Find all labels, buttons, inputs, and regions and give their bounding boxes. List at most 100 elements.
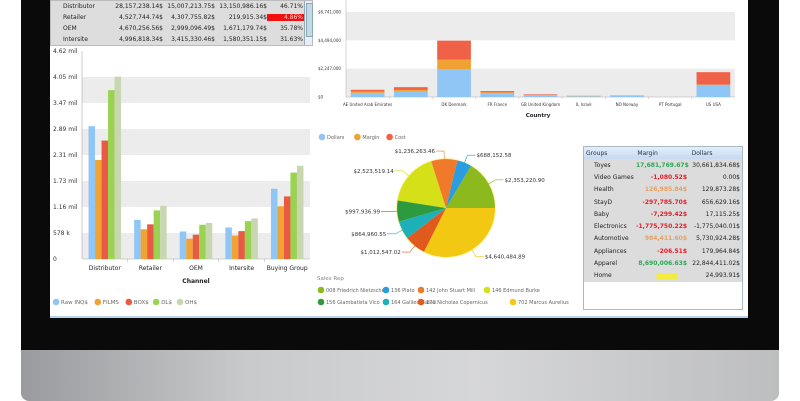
cell-cost: 15,007,213.75$	[167, 3, 215, 10]
y-tick-label: 1.73 mil	[53, 178, 78, 185]
bar	[244, 221, 252, 259]
table-row[interactable]: Health 126,985.84$ 129,873.28$	[584, 183, 742, 196]
cell-margin: -206.51$	[657, 247, 687, 255]
pie-data-label: $2,353,220.90	[505, 178, 546, 184]
bar	[238, 231, 245, 259]
cell-margin: 8,690,006.63$	[638, 260, 687, 268]
y-tick-label: $4,494,000	[318, 38, 341, 43]
x-tick-label: Intersite	[229, 265, 254, 272]
stacked-bar-segment	[393, 91, 428, 97]
bar	[225, 227, 232, 259]
cell-dollars: 24,993.91$	[705, 272, 740, 280]
stacked-bar-segment	[350, 92, 385, 97]
groups-table: Groups Margin Dollars Toyes 17,681,769.67…	[583, 146, 743, 310]
table-row[interactable]: Appliances -206.51$ 179,964.84$	[584, 245, 742, 258]
cell-group: Home	[594, 272, 612, 280]
table-row[interactable]: Intersite 4,996,818.34$ 3,415,330.46$ 1,…	[51, 34, 312, 45]
scrollbar-thumb[interactable]	[306, 3, 313, 37]
legend-swatch	[317, 298, 325, 306]
table-row[interactable]: OEM 4,670,256.56$ 2,999,096.49$ 1,671,17…	[51, 23, 312, 34]
pie-leader-line	[471, 249, 484, 257]
cell-cost: 3,415,330.46$	[171, 36, 215, 43]
pie-slice	[398, 208, 446, 239]
legend-label: DL$	[161, 300, 172, 306]
cell-group: Health	[594, 186, 614, 194]
header-dollars[interactable]: Dollars	[691, 149, 713, 157]
pie-leader-line	[401, 245, 416, 253]
table-scrollbar[interactable]	[304, 1, 313, 45]
table-row[interactable]: Toyes 17,681,769.67$ 30,661,834.68$	[584, 159, 742, 172]
stacked-bar-segment	[696, 72, 731, 85]
y-tick-label: 0	[53, 256, 57, 263]
y-tick-label: 578 k	[53, 230, 70, 237]
cell-group: Video Games	[594, 173, 634, 181]
cell-dollars: 4,996,818.34$	[119, 36, 163, 43]
cell-dollars: 179,964.84$	[701, 247, 740, 255]
table-row[interactable]: Electronics -1,775,750.22$ -1,775,040.01$	[584, 220, 742, 233]
bar	[134, 219, 141, 259]
cell-channel: Distributor	[63, 3, 96, 10]
legend-label: 156 Giambatista Vico	[326, 300, 380, 306]
y-tick-label: 2.31 mil	[53, 152, 78, 159]
legend-swatch	[94, 298, 102, 306]
x-tick-label: NO Norway	[616, 102, 639, 107]
cell-dollars: -1,775,040.01$	[693, 223, 740, 231]
legend-swatch	[52, 298, 60, 306]
header-groups[interactable]: Groups	[586, 149, 608, 157]
cell-dollars: 4,527,744.74$	[119, 14, 163, 21]
y-tick-label: $6,741,000	[318, 10, 341, 15]
legend-swatch	[417, 298, 425, 306]
bar	[95, 159, 102, 259]
legend-label: BOX$	[134, 300, 149, 306]
y-tick-label: 1.16 mil	[53, 204, 78, 211]
x-tick-label: AE United Arab Emirates	[343, 102, 392, 107]
table-row[interactable]: Retailer 4,527,744.74$ 4,307,755.82$ 219…	[51, 12, 312, 23]
legend-label: Margin	[362, 135, 379, 141]
table-row[interactable]: Apparel 8,690,006.63$ 22,844,411.02$	[584, 257, 742, 270]
y-tick-label: $0	[318, 95, 324, 100]
cell-cost: 4,307,755.82$	[171, 14, 215, 21]
x-tick-label: DK Denmark	[441, 102, 467, 107]
x-tick-label: FR France	[487, 102, 507, 107]
legend-label: 702 Marcus Aurelius	[518, 300, 569, 306]
stacked-bar-segment	[350, 89, 385, 92]
legend-title: Sales Rep	[317, 276, 344, 282]
bar	[277, 206, 284, 259]
table-row[interactable]: StayD -297,785.70$ 656,629.16$	[584, 195, 742, 209]
stacked-bar-segment	[480, 93, 515, 97]
legend-swatch	[382, 286, 390, 294]
cell-margin: 1,671,179.74$	[223, 25, 267, 32]
cell-margin	[636, 272, 687, 279]
table-row[interactable]: Distributor 28,157,238.14$ 15,007,213.75…	[51, 1, 312, 12]
legend-label: 008 Friedrich Nietzsche	[326, 288, 385, 294]
cell-dollars: 22,844,411.02$	[692, 260, 740, 268]
bar	[205, 222, 213, 259]
header-margin[interactable]: Margin	[637, 149, 658, 157]
bar	[251, 218, 258, 259]
country-stacked-bar-chart: $0 $2,247,000 $4,494,000 $6,741,000 AE Unite…	[318, 0, 735, 141]
y-tick-label: $2,247,000	[318, 66, 341, 71]
pie-slice	[423, 208, 496, 257]
cell-group: StayD	[594, 198, 613, 206]
legend-label: FILMS	[103, 300, 120, 306]
stacked-bar-segment	[523, 94, 558, 95]
legend-swatch	[125, 298, 133, 306]
bar	[140, 229, 148, 259]
table-row[interactable]: Baby -7,299.42$ 17,115.25$	[584, 208, 742, 221]
table-row[interactable]: Automotive 984,411.60$ 5,730,924.28$	[584, 232, 742, 246]
bar	[231, 235, 239, 259]
cell-dollars: 5,730,924.28$	[696, 235, 740, 243]
table-row[interactable]: Home 24,993.91$	[584, 269, 742, 282]
legend-swatch	[176, 298, 184, 306]
cell-group: Automotive	[594, 235, 629, 243]
stacked-bar-segment	[350, 91, 385, 93]
cell-margin: 984,411.60$	[644, 235, 687, 243]
table-row[interactable]: Video Games -1,080.52$ 0.00$	[584, 171, 742, 184]
cell-channel: OEM	[63, 25, 77, 32]
channel-summary-table: Distributor 28,157,238.14$ 15,007,213.75…	[50, 0, 313, 46]
pie-slice	[446, 165, 495, 208]
y-tick-label: 2.89 mil	[53, 126, 78, 133]
legend-label: 146 Edmund Burke	[492, 288, 540, 294]
x-tick-label: GB United Kingdom	[521, 102, 560, 107]
bar	[153, 210, 161, 259]
